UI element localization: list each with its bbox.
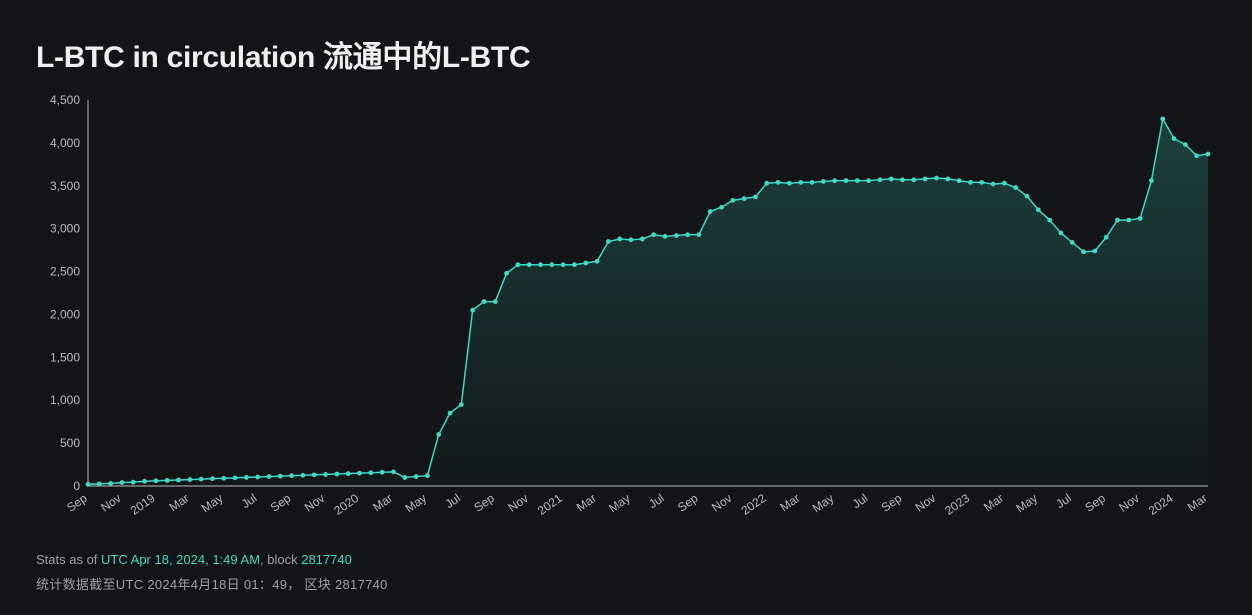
svg-text:2,500: 2,500: [50, 265, 80, 279]
stats-footer: Stats as of UTC Apr 18, 2024, 1:49 AM, b…: [36, 548, 1224, 597]
stats-prefix: Stats as of: [36, 552, 101, 567]
svg-text:Sep: Sep: [471, 491, 497, 515]
svg-text:2022: 2022: [739, 491, 769, 518]
svg-text:2019: 2019: [128, 491, 158, 518]
svg-text:May: May: [1013, 491, 1040, 515]
svg-text:May: May: [199, 491, 226, 515]
svg-text:3,000: 3,000: [50, 222, 80, 236]
svg-text:Sep: Sep: [268, 491, 294, 515]
stats-block-label: , block: [260, 552, 301, 567]
svg-text:Sep: Sep: [64, 491, 90, 515]
svg-text:Jul: Jul: [850, 491, 871, 511]
svg-text:3,500: 3,500: [50, 179, 80, 193]
svg-text:Sep: Sep: [879, 491, 905, 515]
svg-text:Nov: Nov: [505, 491, 531, 515]
svg-text:Mar: Mar: [1185, 491, 1210, 514]
stats-timestamp: UTC Apr 18, 2024, 1:49 AM: [101, 552, 260, 567]
svg-text:Sep: Sep: [1082, 491, 1108, 515]
svg-text:4,500: 4,500: [50, 94, 80, 107]
svg-text:2020: 2020: [331, 491, 361, 518]
svg-text:1,000: 1,000: [50, 393, 80, 407]
chart-title: L-BTC in circulation 流通中的L-BTC: [36, 32, 1224, 76]
svg-text:Nov: Nov: [1116, 491, 1142, 515]
svg-text:May: May: [810, 491, 837, 515]
chart-container: 0 500 1,000 1,500 2,000 2,500 3,000 3,500 4,000 4…: [36, 94, 1216, 534]
svg-text:Nov: Nov: [98, 491, 124, 515]
svg-text:500: 500: [60, 436, 80, 450]
svg-text:Nov: Nov: [913, 491, 939, 515]
svg-text:May: May: [606, 491, 633, 515]
svg-text:2024: 2024: [1146, 491, 1176, 518]
svg-text:2,000: 2,000: [50, 307, 80, 321]
svg-text:Mar: Mar: [777, 491, 802, 514]
svg-text:Sep: Sep: [675, 491, 701, 515]
svg-text:Jul: Jul: [1053, 491, 1074, 511]
chart-svg: 0 500 1,000 1,500 2,000 2,500 3,000 3,500 4,000 4…: [36, 94, 1216, 534]
svg-text:Mar: Mar: [167, 491, 192, 514]
svg-text:Jul: Jul: [239, 491, 260, 511]
svg-text:Jul: Jul: [646, 491, 667, 511]
svg-text:Jul: Jul: [442, 491, 463, 511]
svg-text:2021: 2021: [535, 491, 565, 518]
svg-text:May: May: [403, 491, 430, 515]
svg-text:Nov: Nov: [709, 491, 735, 515]
svg-text:2023: 2023: [942, 491, 972, 518]
svg-text:Nov: Nov: [302, 491, 328, 515]
svg-text:Mar: Mar: [574, 491, 599, 514]
stats-line2-cn: 统计数据截至UTC 2024年4月18日 01：49， 区块 2817740: [36, 573, 1224, 598]
svg-text:4,000: 4,000: [50, 136, 80, 150]
svg-text:Mar: Mar: [981, 491, 1006, 514]
svg-text:0: 0: [73, 479, 80, 493]
svg-text:Mar: Mar: [370, 491, 395, 514]
svg-text:1,500: 1,500: [50, 350, 80, 364]
stats-block-number: 2817740: [301, 552, 352, 567]
